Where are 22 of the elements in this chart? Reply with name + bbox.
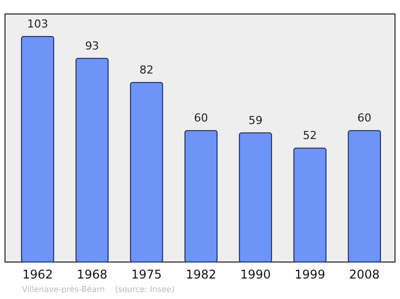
- x-tick-label: 1968: [76, 268, 108, 282]
- bar: [348, 130, 381, 262]
- x-tick-label: 1990: [240, 268, 271, 282]
- bar: [293, 148, 326, 262]
- bar: [238, 132, 272, 262]
- bar: [184, 130, 218, 262]
- x-tick-label: 1982: [186, 268, 216, 282]
- data-label: 52: [302, 129, 317, 142]
- x-tick-label: 1975: [131, 268, 162, 282]
- text: Villenave-près-Béarn (source: Insee): [22, 285, 174, 294]
- data-label: 60: [194, 112, 208, 125]
- x-tick-label: 1999: [294, 268, 326, 282]
- data-label: 60: [357, 112, 372, 125]
- bar: [130, 82, 164, 262]
- data-label: 103: [27, 18, 48, 31]
- data-label: 93: [85, 39, 100, 52]
- data-label: 82: [140, 64, 154, 77]
- x-tick-label: 2008: [349, 268, 380, 282]
- bar: [21, 36, 54, 262]
- data-label: 59: [248, 114, 262, 127]
- bar: [76, 58, 109, 262]
- x-tick-label: 1962: [22, 268, 53, 282]
